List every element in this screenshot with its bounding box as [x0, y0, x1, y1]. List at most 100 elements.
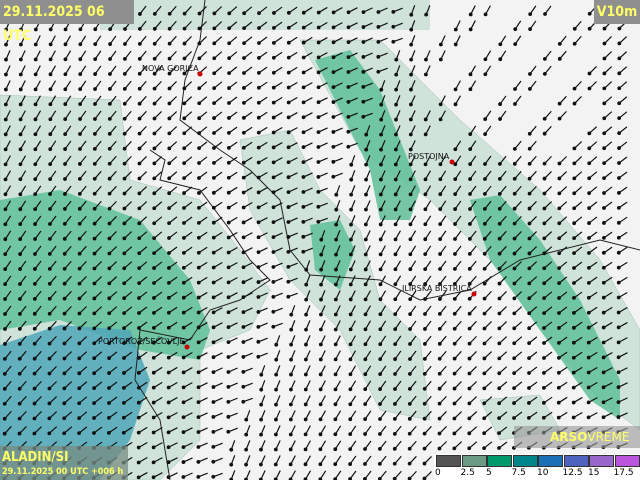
- wind-arrow-head: [318, 417, 323, 422]
- wind-arrow-head: [346, 144, 351, 149]
- wind-arrow-head: [438, 252, 442, 256]
- wind-arrow-head: [63, 72, 68, 77]
- wind-arrow-head: [316, 204, 321, 209]
- wind-arrow-head: [468, 27, 473, 32]
- wind-arrow-head: [408, 297, 413, 302]
- wind-arrow-head: [512, 266, 517, 271]
- wind-arrow-head: [137, 41, 142, 46]
- wind-arrow-head: [107, 416, 111, 420]
- wind-arrow-head: [303, 417, 308, 422]
- wind-arrow-head: [33, 237, 37, 241]
- wind-arrow-head: [47, 296, 52, 301]
- wind-arrow-head: [602, 146, 607, 151]
- wind-arrow-head: [527, 386, 531, 390]
- color-legend: 0 2.5 5 7.5 10 12.5 15 17.5: [434, 454, 640, 480]
- wind-arrow-head: [211, 205, 216, 210]
- wind-arrow-head: [33, 222, 37, 226]
- wind-arrow-head: [453, 102, 458, 107]
- wind-arrow-head: [453, 147, 458, 152]
- wind-arrow-head: [33, 207, 38, 212]
- wind-arrow-head: [137, 296, 141, 300]
- wind-arrow-head: [437, 326, 442, 331]
- wind-arrow-head: [601, 370, 606, 375]
- wind-arrow-head: [271, 235, 276, 240]
- wind-arrow-head: [197, 86, 202, 91]
- wind-arrow-head: [301, 130, 306, 135]
- wind-arrow-head: [33, 132, 38, 137]
- wind-arrow-head: [151, 370, 156, 375]
- wind-arrow-head: [48, 192, 52, 196]
- wind-arrow-head: [166, 415, 171, 420]
- wind-arrow-head: [152, 266, 156, 270]
- wind-arrow-head: [571, 355, 576, 360]
- wind-arrow-head: [92, 221, 97, 226]
- wind-arrow-head: [63, 162, 67, 166]
- wind-arrow-head: [378, 312, 383, 317]
- wind-arrow-head: [212, 86, 217, 91]
- wind-arrow-head: [152, 146, 157, 151]
- wind-arrow-head: [348, 462, 353, 466]
- wind-arrow-head: [286, 25, 291, 30]
- wind-arrow-head: [152, 116, 157, 121]
- wind-arrow-head: [422, 371, 427, 376]
- wind-arrow-head: [107, 116, 112, 121]
- wind-arrow-head: [423, 192, 428, 197]
- wind-arrow-head: [182, 221, 186, 225]
- wind-arrow-head: [182, 86, 187, 91]
- wind-arrow-head: [363, 357, 368, 362]
- wind-arrow-head: [587, 161, 592, 166]
- wind-arrow-head: [601, 310, 606, 315]
- wind-arrow-head: [3, 222, 8, 227]
- wind-arrow-head: [542, 116, 547, 121]
- wind-arrow-head: [211, 385, 216, 389]
- wind-arrow-head: [602, 235, 606, 240]
- wind-arrow-head: [586, 355, 591, 360]
- wind-arrow-head: [333, 297, 338, 302]
- wind-arrow-head: [318, 372, 323, 377]
- wind-arrow-head: [527, 161, 532, 166]
- wind-arrow-head: [601, 280, 606, 285]
- wind-arrow-head: [512, 146, 517, 151]
- wind-arrow-head: [363, 462, 367, 466]
- legend-label: 17.5: [613, 468, 634, 478]
- wind-arrow-head: [152, 161, 157, 166]
- wind-arrow-head: [334, 267, 338, 272]
- legend-swatch: [538, 455, 563, 467]
- wind-arrow-head: [107, 281, 112, 286]
- wind-arrow-head: [274, 372, 279, 377]
- wind-arrow-head: [182, 131, 187, 136]
- wind-arrow-head: [602, 86, 607, 91]
- wind-arrow-head: [482, 311, 487, 316]
- wind-arrow-head: [468, 87, 473, 92]
- wind-arrow-head: [602, 116, 607, 121]
- wind-arrow-head: [587, 131, 592, 136]
- wind-arrow-head: [286, 294, 291, 299]
- wind-arrow-head: [182, 41, 187, 46]
- city-label-portoroz: PORTOROŽ/SEČOVLJE: [98, 337, 185, 346]
- wind-arrow-head: [63, 87, 68, 92]
- wind-arrow-head: [137, 131, 142, 136]
- wind-arrow-head: [512, 386, 516, 391]
- wind-arrow-head: [108, 87, 112, 91]
- wind-arrow-head: [409, 87, 413, 92]
- wind-arrow-head: [137, 116, 142, 121]
- wind-arrow-head: [453, 207, 458, 211]
- wind-arrow-head: [557, 266, 562, 271]
- wind-arrow-head: [48, 207, 52, 211]
- wind-arrow-head: [497, 356, 502, 361]
- wind-arrow-head: [572, 86, 577, 91]
- wind-arrow-head: [587, 26, 592, 31]
- wind-arrow-head: [152, 86, 157, 91]
- wind-arrow-head: [378, 222, 383, 227]
- wind-arrow-head: [409, 27, 414, 32]
- wind-arrow-head: [256, 295, 261, 299]
- wind-arrow-head: [259, 432, 263, 437]
- wind-arrow-head: [122, 236, 127, 241]
- wind-arrow-head: [92, 281, 97, 286]
- wind-arrow-head: [498, 102, 503, 106]
- wind-arrow-head: [602, 206, 606, 210]
- wind-arrow-head: [122, 221, 127, 226]
- wind-arrow-head: [3, 117, 8, 122]
- wind-arrow-head: [318, 342, 323, 347]
- wind-arrow-head: [226, 220, 231, 225]
